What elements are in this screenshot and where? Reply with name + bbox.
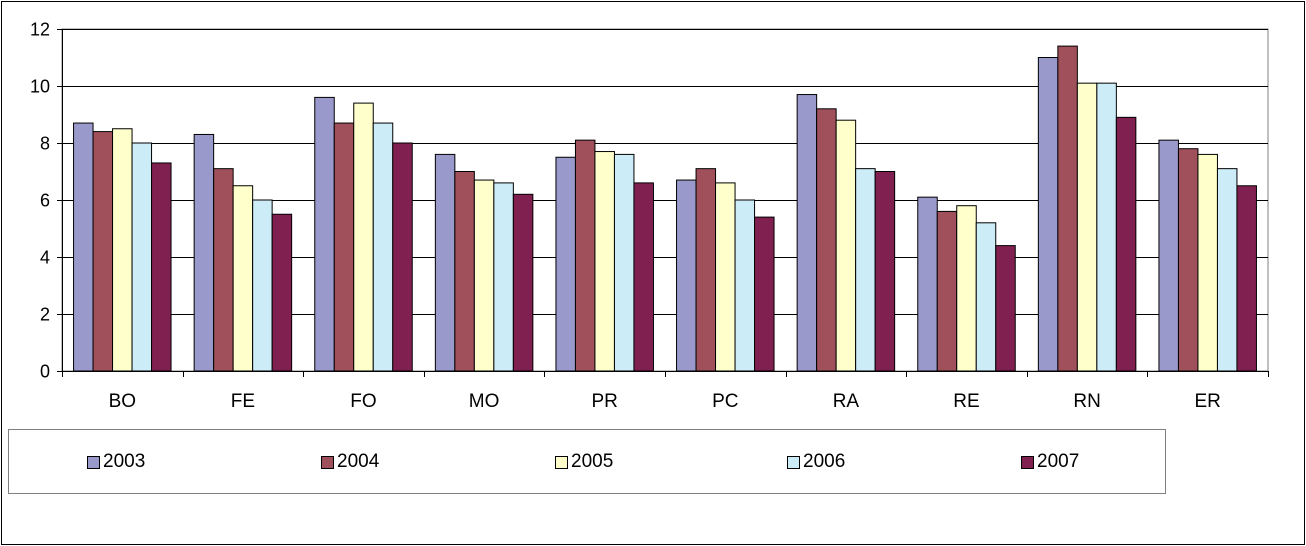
x-tick-label: FE bbox=[231, 391, 255, 412]
bar-2003-FE bbox=[193, 133, 215, 372]
legend-item-2005: 2005 bbox=[555, 452, 613, 472]
bar-2005-RA bbox=[835, 119, 857, 372]
bar-2003-RE bbox=[917, 196, 938, 372]
bar-2006-RE bbox=[975, 222, 997, 372]
legend-label: 2006 bbox=[803, 451, 846, 472]
bar-2004-MO bbox=[454, 171, 475, 372]
bar-2006-FE bbox=[252, 199, 273, 372]
bar-2005-FE bbox=[232, 185, 254, 372]
legend-item-2003: 2003 bbox=[87, 452, 145, 472]
bar-2004-RE bbox=[936, 210, 958, 372]
y-tick-label: 0 bbox=[40, 362, 50, 382]
bar-2005-ER bbox=[1197, 153, 1218, 372]
bar-2007-RE bbox=[995, 245, 1016, 372]
bar-2005-PR bbox=[594, 151, 615, 372]
bar-2003-PR bbox=[555, 156, 576, 372]
bar-2006-RA bbox=[855, 168, 876, 372]
y-tick-label: 8 bbox=[40, 134, 50, 154]
x-tick-label: PC bbox=[712, 391, 738, 412]
bar-2007-PR bbox=[633, 182, 654, 372]
y-tick-label: 12 bbox=[30, 20, 50, 40]
bar-2003-BO bbox=[73, 122, 94, 372]
legend-label: 2003 bbox=[103, 451, 146, 472]
legend-item-2007: 2007 bbox=[1021, 452, 1079, 472]
bar-2006-PC bbox=[734, 199, 756, 372]
legend: 2003 2004 2005 2006 2007 bbox=[8, 429, 1166, 494]
bar-2007-RN bbox=[1115, 116, 1137, 372]
y-tick-label: 2 bbox=[40, 305, 50, 325]
legend-swatch bbox=[321, 455, 334, 469]
bar-2003-RA bbox=[796, 94, 818, 372]
x-tick-label: RA bbox=[833, 391, 860, 412]
bar-2006-MO bbox=[493, 182, 514, 372]
legend-swatch bbox=[555, 455, 568, 469]
legend-label: 2007 bbox=[1037, 451, 1080, 472]
bar-2003-PC bbox=[676, 179, 697, 372]
x-tick-label: FO bbox=[350, 391, 376, 412]
bar-2003-RN bbox=[1037, 57, 1059, 372]
bar-2007-ER bbox=[1236, 185, 1257, 372]
legend-label: 2005 bbox=[571, 451, 614, 472]
bar-2006-PR bbox=[613, 153, 635, 372]
bar-2007-FE bbox=[271, 213, 293, 372]
bar-2004-RA bbox=[816, 108, 837, 372]
bar-2004-PR bbox=[574, 139, 596, 372]
bar-2006-RN bbox=[1096, 82, 1117, 372]
x-tick-label: PR bbox=[591, 391, 617, 412]
legend-swatch bbox=[1021, 455, 1034, 469]
legend-swatch bbox=[787, 455, 800, 469]
x-tick-label: RN bbox=[1073, 391, 1100, 412]
bar-2004-FO bbox=[333, 122, 355, 372]
bar-2003-ER bbox=[1158, 139, 1179, 372]
bar-2007-MO bbox=[512, 193, 534, 372]
bar-2004-FE bbox=[213, 168, 234, 372]
bar-2006-BO bbox=[131, 142, 153, 372]
y-tick-label: 4 bbox=[40, 248, 50, 268]
legend-label: 2004 bbox=[337, 451, 380, 472]
bar-2003-FO bbox=[314, 96, 335, 372]
bar-2007-PC bbox=[754, 216, 775, 372]
bar-2005-MO bbox=[473, 179, 495, 372]
bar-2003-MO bbox=[434, 153, 456, 372]
legend-item-2004: 2004 bbox=[321, 452, 379, 472]
bar-2005-FO bbox=[353, 102, 374, 372]
bar-2004-RN bbox=[1057, 45, 1078, 372]
legend-swatch bbox=[87, 455, 100, 469]
bar-2007-BO bbox=[151, 162, 172, 372]
bar-2005-RE bbox=[956, 205, 977, 372]
bar-2007-RA bbox=[874, 171, 896, 372]
bar-2004-BO bbox=[92, 131, 114, 372]
bar-2007-FO bbox=[392, 142, 413, 372]
bar-2005-BO bbox=[112, 128, 133, 372]
bar-2006-FO bbox=[372, 122, 394, 372]
x-tick-label: MO bbox=[469, 391, 500, 412]
bar-2006-ER bbox=[1216, 168, 1238, 372]
legend-item-2006: 2006 bbox=[787, 452, 845, 472]
y-tick-label: 6 bbox=[40, 191, 50, 211]
bar-2004-PC bbox=[695, 168, 717, 372]
x-tick-label: RE bbox=[953, 391, 979, 412]
y-tick-label: 10 bbox=[30, 77, 50, 97]
bar-2004-ER bbox=[1177, 148, 1199, 372]
bar-2005-PC bbox=[715, 182, 736, 372]
x-tick-label: BO bbox=[109, 391, 136, 412]
x-tick-label: ER bbox=[1194, 391, 1220, 412]
bar-2005-RN bbox=[1076, 82, 1098, 372]
